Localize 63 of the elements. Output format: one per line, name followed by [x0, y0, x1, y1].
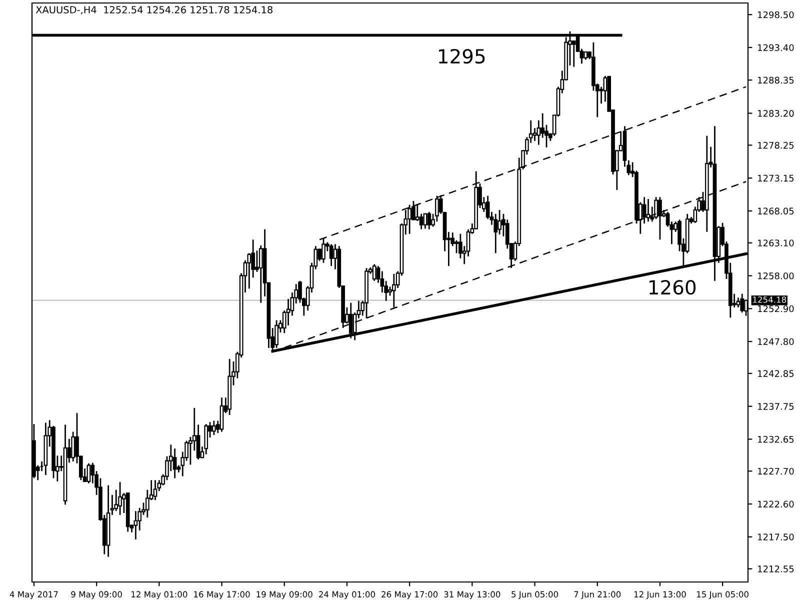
candlestick [247, 252, 252, 290]
x-tick-label: 15 Jun 05:00 [697, 591, 748, 600]
y-tick-label: 1273.15 [758, 174, 794, 182]
y-tick-label: 1288.35 [758, 76, 794, 84]
x-tick-label: 9 May 09:00 [71, 591, 122, 600]
candlestick [329, 243, 334, 267]
candlestick [153, 479, 158, 501]
y-tick-label: 1258.00 [758, 272, 794, 280]
candlestick [423, 213, 428, 230]
candlestick [572, 40, 576, 68]
annotation: 1260 [649, 280, 696, 295]
candlestick [415, 203, 420, 222]
candlestick [736, 296, 740, 308]
x-tick-label: 24 May 01:00 [319, 591, 375, 600]
candlestick [408, 204, 412, 235]
candlestick [498, 209, 502, 236]
x-tick-label: 31 May 13:00 [444, 591, 500, 600]
candlestick [454, 240, 458, 254]
y-tick-label: 1227.70 [758, 468, 794, 475]
annotation: 1295 [438, 48, 485, 64]
x-tick-label: 4 May 2017 [10, 591, 58, 600]
y-tick-label: 1252.90 [758, 305, 794, 312]
y-tick-label: 1293.40 [758, 44, 794, 52]
y-tick-label: 1268.05 [758, 208, 794, 214]
candlestick [348, 302, 353, 339]
y-tick-label: 1222.60 [758, 500, 794, 508]
y-tick-label: 1232.65 [758, 436, 794, 443]
candlestick [392, 273, 396, 308]
candlestick [274, 320, 278, 349]
y-tick-label: 1212.55 [758, 566, 794, 572]
x-tick-label: 19 May 09:00 [256, 591, 312, 600]
candlestick [118, 481, 122, 516]
candlestick [494, 213, 498, 254]
x-tick-label: 7 Jun 21:00 [574, 591, 621, 600]
candlestick [372, 263, 376, 282]
candlestick [658, 196, 662, 240]
candlestick [212, 420, 216, 436]
y-tick-label: 1298.50 [758, 11, 794, 18]
candlestick [642, 196, 646, 224]
y-tick-label: 1247.80 [758, 338, 794, 346]
x-tick-label: 26 May 17:00 [382, 591, 438, 600]
candlestick [435, 195, 439, 222]
x-tick-label: 12 Jun 13:00 [634, 591, 686, 600]
ref-line-label: 1254.18 [753, 296, 786, 303]
x-tick-label: 5 Jun 05:00 [512, 591, 558, 600]
y-tick-label: 1242.85 [758, 370, 794, 377]
candlestick [204, 423, 208, 456]
candlestick [427, 211, 432, 230]
candlestick [258, 244, 263, 304]
candlestick [134, 510, 138, 540]
y-tick-label: 1283.20 [758, 110, 794, 117]
y-tick-label: 1237.75 [758, 403, 794, 410]
y-tick-label: 1278.25 [758, 142, 794, 149]
candlestick [740, 293, 744, 314]
candlestick [172, 448, 177, 479]
candlestick [86, 462, 91, 484]
candlestick [220, 396, 224, 432]
x-tick-label: 16 May 17:00 [194, 591, 250, 600]
y-tick-label: 1217.50 [758, 534, 794, 540]
y-tick-label: 1263.10 [758, 240, 794, 246]
candlestick [646, 198, 650, 222]
chart-title: XAUUSD-,H4 1252.54 1254.26 1251.78 1254.18 [36, 6, 272, 14]
x-tick-label: 12 May 01:00 [132, 591, 188, 600]
